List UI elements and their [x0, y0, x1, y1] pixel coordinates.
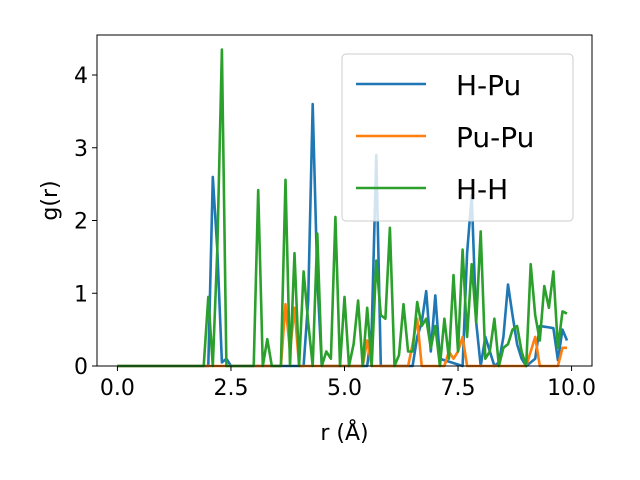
- series-line-h-pu: [117, 102, 569, 368]
- x-tick-label: 0.0: [100, 376, 135, 401]
- plot-area-frame: [96, 34, 593, 367]
- y-axis-label: g(r): [38, 180, 63, 220]
- legend-label: H-Pu: [456, 69, 521, 102]
- legend-box: [341, 53, 574, 222]
- x-tick-label: 10.0: [547, 376, 596, 401]
- ticks-layer: 0.0 2.5 5.0 7.5 10.0 0 1 2 3 4: [74, 64, 596, 401]
- series-line-h-h: [117, 48, 568, 368]
- y-tick-label: 2: [74, 210, 88, 235]
- y-tick-label: 3: [74, 137, 88, 162]
- x-tick-label: 7.5: [441, 376, 476, 401]
- y-tick-label: 0: [74, 355, 88, 380]
- x-tick-label: 2.5: [213, 376, 248, 401]
- y-tick-label: 4: [74, 64, 88, 89]
- legend: H-Pu Pu-Pu H-H: [341, 53, 574, 222]
- x-tick-label: 5.0: [327, 376, 362, 401]
- legend-label: Pu-Pu: [456, 121, 534, 154]
- y-tick-label: 1: [74, 282, 88, 307]
- x-axis-label: r (Å): [320, 419, 368, 446]
- legend-label: H-H: [456, 173, 508, 206]
